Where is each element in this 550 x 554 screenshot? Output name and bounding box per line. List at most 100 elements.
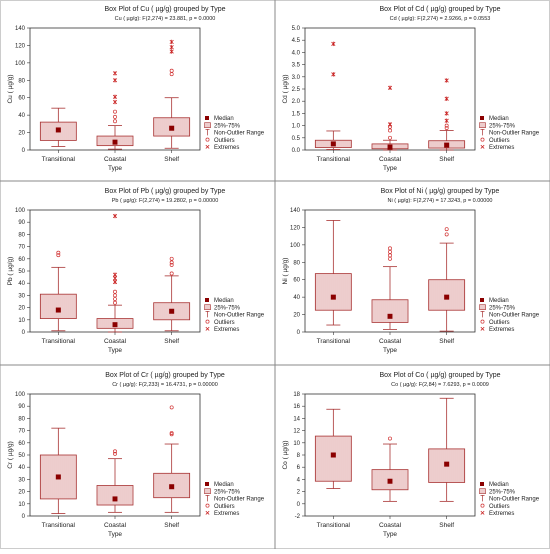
chart-title: Box Plot of Cu ( µg/g) grouped by Type: [104, 6, 225, 13]
x-tick-label: Transitional: [42, 156, 76, 163]
outlier-point: [56, 250, 61, 255]
box-shelf: [153, 405, 191, 513]
outlier-point: [113, 289, 117, 294]
y-tick-label: 60: [18, 441, 25, 447]
y-tick-label: 30: [18, 477, 25, 483]
y-tick-label: 80: [293, 260, 300, 266]
y-tick-label: 0.0: [292, 148, 301, 154]
median-marker: [169, 308, 175, 314]
y-tick-label: 20: [18, 490, 25, 496]
outlier-point: [388, 128, 392, 133]
x-tick-label: Coastal: [379, 338, 402, 345]
box-transitional: [314, 408, 352, 489]
legend-median-swatch: [480, 116, 484, 120]
median-marker: [330, 452, 336, 458]
legend-extreme-swatch-b: [480, 510, 485, 515]
legend-outlier-swatch: [205, 503, 210, 508]
y-tick-label: 5.0: [292, 26, 301, 32]
chart-panel: Box Plot of Cr ( µg/g) grouped by Type Cr…: [7, 372, 265, 538]
outlier-point: [169, 68, 174, 73]
y-tick-label: 2: [297, 490, 301, 496]
outlier-point: [388, 436, 392, 441]
iqr-box: [96, 485, 134, 506]
chart-title: Box Plot of Co ( µg/g) grouped by Type: [379, 372, 500, 379]
median-marker: [112, 139, 118, 145]
legend-extreme-swatch-b: [205, 510, 210, 515]
iqr-box: [314, 435, 352, 482]
outlier-point: [113, 293, 117, 298]
legend-extreme-swatch-b: [480, 326, 485, 331]
x-axis-label: Type: [383, 165, 397, 172]
outlier-point: [169, 262, 174, 267]
median-marker: [444, 142, 450, 148]
legend-item-label: 25%-75%: [214, 123, 241, 129]
outlier-point: [113, 119, 117, 124]
y-tick-label: 1.5: [292, 111, 301, 117]
extreme-point: [169, 44, 174, 50]
legend-item-label: Extremes: [489, 145, 514, 151]
chart-subtitle: Cu ( µg/g): F(2,274) = 23.881, p = 0.000…: [115, 16, 216, 22]
x-tick-label: Coastal: [379, 156, 402, 163]
y-tick-label: 2.0: [292, 99, 301, 105]
y-tick-label: 0: [22, 330, 26, 336]
box-coastal: [96, 71, 134, 150]
y-tick-label: 6: [297, 465, 301, 471]
y-axis-label: Ni ( µg/g): [282, 258, 289, 285]
x-tick-label: Coastal: [104, 522, 127, 529]
outlier-point: [169, 271, 174, 276]
legend-item-label: Outliers: [489, 320, 510, 326]
box-transitional: [314, 41, 352, 150]
box-transitional: [39, 250, 77, 332]
median-marker: [169, 484, 175, 490]
chart-panel: Box Plot of Pb ( µg/g) grouped by Type Pb…: [7, 188, 265, 354]
y-tick-label: 80: [18, 416, 25, 422]
legend-outlier-swatch: [205, 137, 210, 142]
y-tick-label: 90: [18, 220, 25, 226]
outlier-point: [444, 232, 449, 237]
outlier-point: [388, 135, 392, 140]
legend-item-label: 25%-75%: [214, 305, 241, 311]
extreme-point: [112, 213, 118, 219]
outlier-point: [113, 114, 117, 119]
y-tick-label: 10: [18, 502, 25, 508]
box-coastal: [371, 436, 409, 502]
box-shelf: [153, 256, 191, 332]
legend-extreme-swatch-b: [205, 326, 210, 331]
legend-item-label: Extremes: [214, 327, 239, 333]
legend-outlier-swatch: [480, 503, 485, 508]
x-tick-label: Coastal: [104, 338, 127, 345]
chart-panel: Box Plot of Cd ( µg/g) grouped by Type Cd…: [282, 6, 540, 172]
median-marker: [112, 496, 118, 502]
legend-item-label: Non-Outlier Range: [489, 497, 540, 503]
chart-panel: Box Plot of Cu ( µg/g) grouped by Type Cu…: [7, 6, 265, 172]
legend-iqr-swatch: [204, 304, 211, 310]
x-tick-label: Shelf: [164, 522, 179, 529]
legend-iqr-swatch: [479, 488, 486, 494]
outlier-point: [444, 123, 449, 128]
box-shelf: [428, 227, 466, 332]
outlier-point: [444, 227, 449, 232]
legend-item-label: 25%-75%: [489, 489, 516, 495]
extreme-point: [112, 272, 118, 277]
y-tick-label: 2.5: [292, 87, 301, 93]
legend-outlier-swatch: [205, 319, 210, 324]
legend-item-label: 25%-75%: [489, 123, 516, 129]
legend-item-label: Extremes: [214, 511, 239, 517]
x-axis-label: Type: [108, 531, 122, 538]
outlier-point: [113, 451, 117, 456]
legend-item-label: Outliers: [214, 504, 235, 510]
legend-median-swatch: [205, 298, 209, 302]
y-tick-label: 3.0: [292, 75, 301, 81]
median-marker: [444, 294, 450, 300]
legend-item-label: Non-Outlier Range: [489, 131, 540, 137]
x-tick-label: Transitional: [317, 522, 351, 529]
legend-item-label: Median: [489, 298, 509, 304]
y-tick-label: 50: [18, 453, 25, 459]
box-transitional: [39, 427, 77, 514]
box-coastal: [96, 449, 134, 513]
